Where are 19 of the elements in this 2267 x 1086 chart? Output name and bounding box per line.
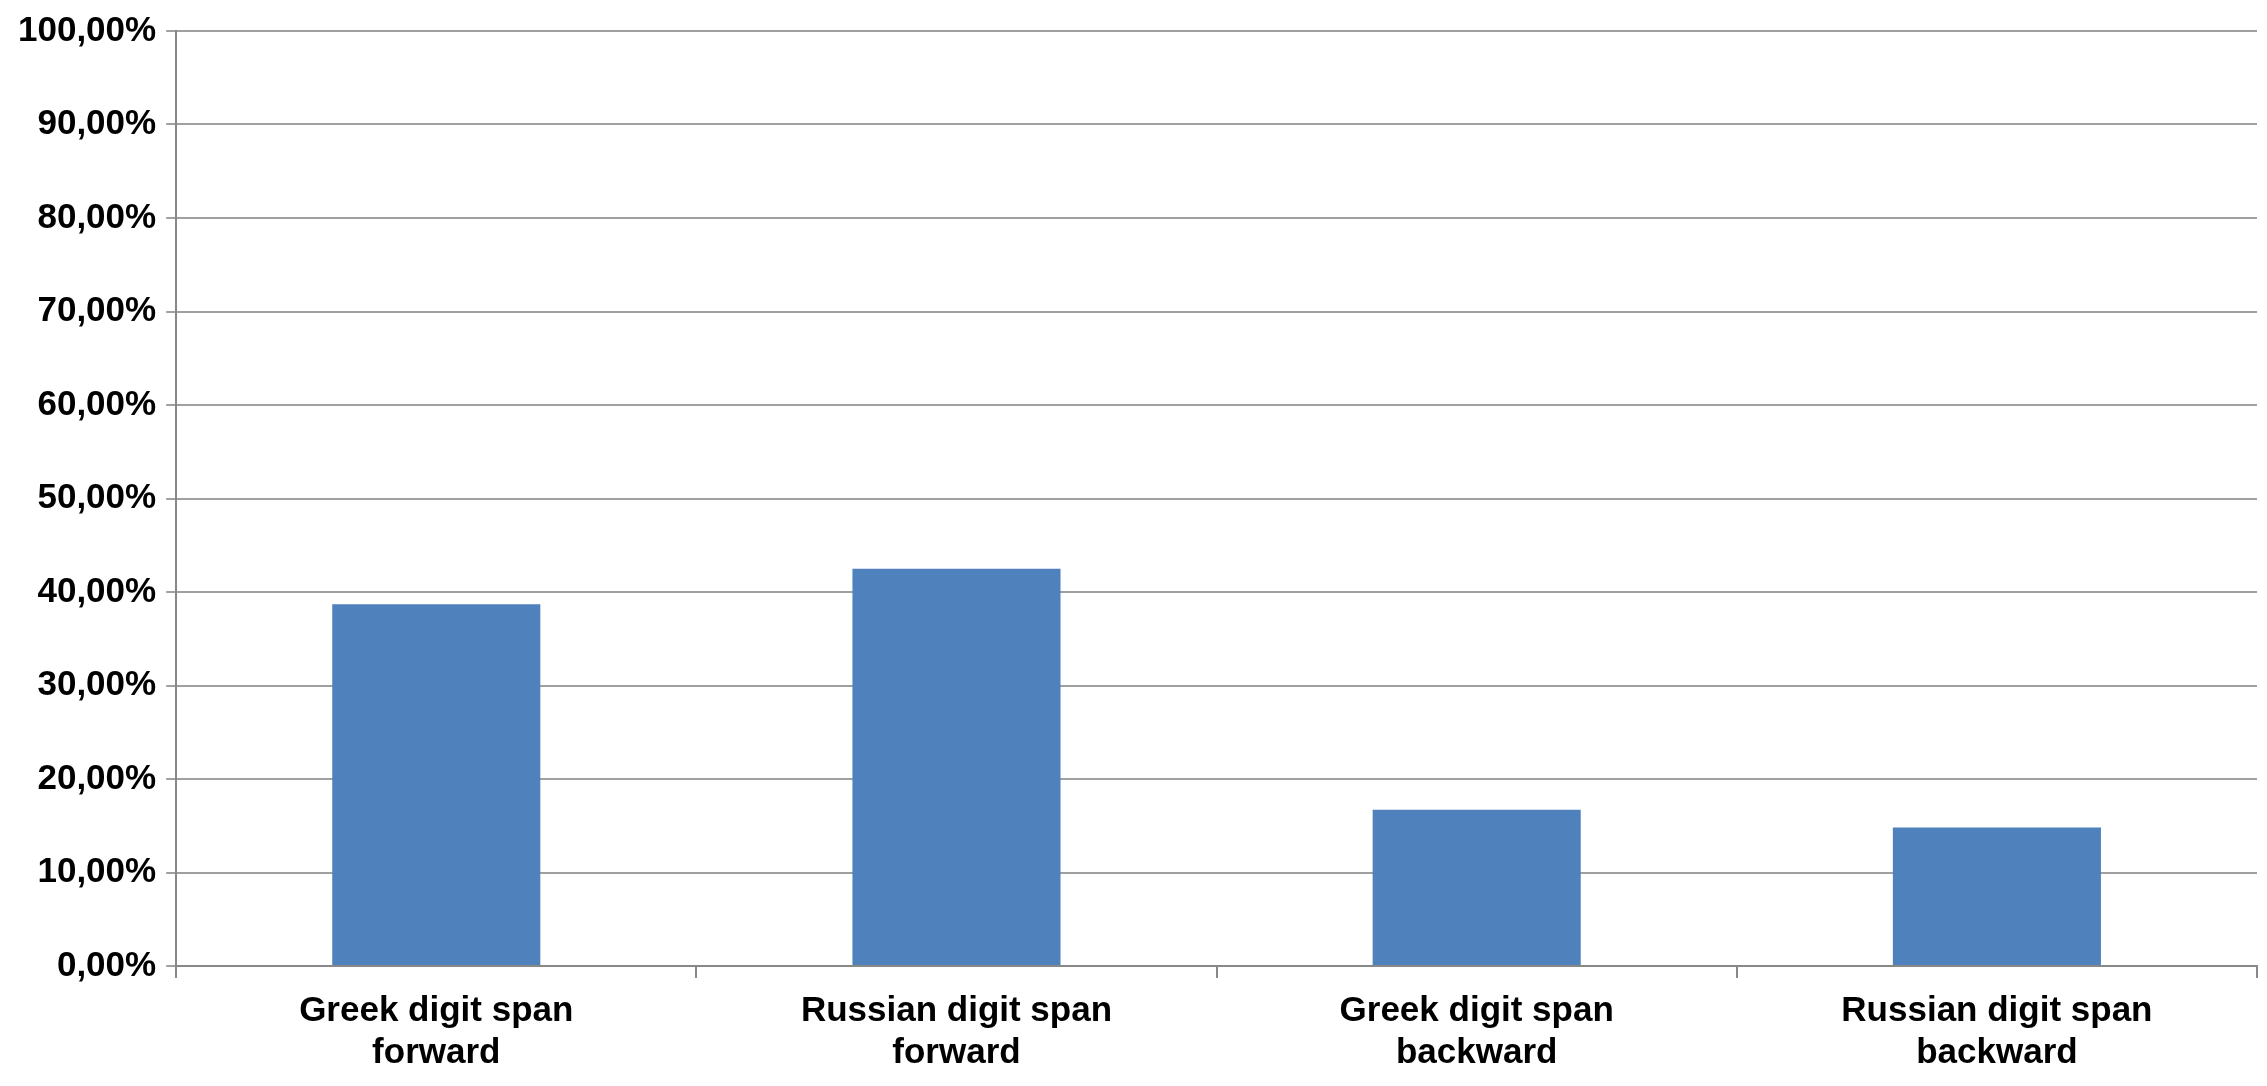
- bar: [1892, 827, 2101, 965]
- y-tick-label: 50,00%: [37, 476, 157, 516]
- x-tick-label: Russian digit span forward: [800, 988, 1113, 1070]
- y-tick-label: 70,00%: [37, 289, 157, 329]
- y-tick-label: 80,00%: [37, 195, 157, 235]
- x-tick-label: Greek digit span backward: [1339, 988, 1614, 1070]
- y-tick-label: 100,00%: [18, 8, 157, 48]
- x-tick-label: Russian digit span backward: [1841, 988, 2153, 1070]
- x-tick-label: Greek digit span forward: [299, 988, 574, 1070]
- bar: [332, 604, 541, 965]
- bar: [1372, 809, 1581, 965]
- y-tick-label: 40,00%: [37, 569, 157, 609]
- y-tick-label: 90,00%: [37, 102, 157, 142]
- y-tick-label: 10,00%: [37, 850, 157, 890]
- y-tick-label: 30,00%: [37, 663, 157, 703]
- y-tick-label: 20,00%: [37, 756, 157, 796]
- y-tick-label: 0,00%: [56, 943, 157, 983]
- bar: [852, 568, 1061, 965]
- y-tick-label: 60,00%: [37, 382, 157, 422]
